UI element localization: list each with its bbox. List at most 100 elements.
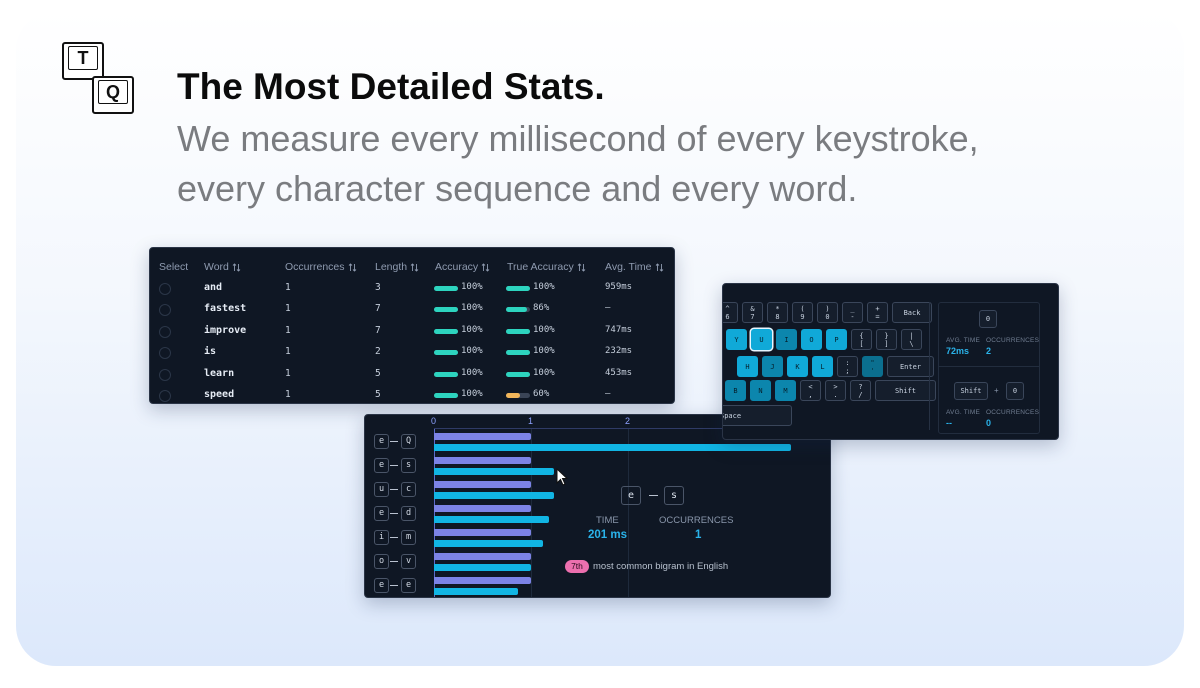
word: improve [204,324,247,336]
detail-label: OCCURRENCES [986,409,1040,416]
key-label: N [758,386,763,395]
key-top: * [775,304,780,313]
sort-icon[interactable] [577,263,586,272]
key-label: Back [903,308,921,317]
key: | \ [901,329,922,350]
bar [434,588,519,595]
detail-label: AVG. TIME [946,409,981,416]
bigram-key: e [374,434,389,449]
key-top: > [833,382,838,391]
rank-text: most common bigram in English [593,561,729,572]
accuracy-label: 100% [533,324,555,335]
bigram-key: u [374,482,389,497]
accuracy-label: 100% [461,346,483,357]
select-circle[interactable] [159,304,171,317]
accuracy-bar [434,393,458,398]
key-label: 0 [1012,387,1018,395]
popup-label: TIME [596,515,619,526]
sort-icon[interactable] [655,263,664,272]
column-header: Occurrences [285,261,357,273]
key: ? / [850,380,871,401]
length: 5 [375,367,381,379]
key-top: < [808,382,813,391]
column-header: Avg. Time [605,261,664,273]
key-top: : [845,358,850,367]
sort-icon[interactable] [410,263,419,272]
key: * 8 [767,302,788,323]
length: 2 [375,346,381,358]
select-circle[interactable] [159,390,171,402]
key-label: M [783,386,788,395]
key-bottom: . [833,390,838,399]
key-label: Shift [894,386,917,395]
accuracy-label: 100% [533,346,555,357]
bigram-key: Q [401,434,416,449]
key-top: ( [800,304,805,313]
bigram-key: e [621,486,641,505]
accuracy-label: 100% [533,367,555,378]
select-circle[interactable] [159,347,171,360]
mouse-cursor [556,468,569,486]
column-header: Accuracy [435,261,490,273]
select-circle[interactable] [159,325,171,338]
arrow [390,585,398,586]
key-bottom: 0 [825,312,830,321]
sort-icon[interactable] [348,263,357,272]
avg-time: 747ms [605,324,633,335]
bar [434,577,531,584]
bigram-key: i [374,530,389,545]
bar [434,433,531,440]
key: B [725,380,746,401]
select-circle[interactable] [159,283,171,295]
key-label: I [784,335,789,344]
accuracy-bar [506,350,530,356]
joiner: + [994,386,999,395]
sort-icon[interactable] [232,263,241,272]
key-bottom: 7 [750,312,755,321]
bar [434,553,531,560]
detail-label: OCCURRENCES [986,337,1040,344]
key-bottom: - [850,312,855,321]
select-circle[interactable] [159,368,171,381]
key-label: P [834,335,839,344]
detail-label: AVG. TIME [946,337,981,344]
length: 3 [375,282,381,293]
length: 7 [375,324,381,336]
key: M [775,380,796,401]
occurrences: 1 [285,282,291,293]
bigram-key: s [664,486,684,505]
grid-line [531,428,532,597]
sort-icon[interactable] [481,263,490,272]
column-header: True Accuracy [507,261,586,273]
accuracy-bar [506,286,530,291]
bar [434,564,531,571]
key: }] [876,329,897,350]
accuracy-bar [434,350,458,356]
popup-value: 1 [695,529,702,541]
column-header: Word [204,261,241,273]
key-top: ? [858,382,863,391]
bigram-key: e [374,458,389,473]
accuracy-bar [506,393,521,398]
key-label: B [733,386,738,395]
key-top: " [870,358,875,367]
accuracy-label: 86% [533,303,550,314]
key: P [826,329,847,350]
bigram-key: e [374,506,389,521]
key-label: O [809,335,814,344]
bigram-key: v [401,554,416,569]
accuracy-label: 100% [461,324,483,335]
bar [434,529,531,536]
key: Space [723,405,792,426]
occurrences: 1 [285,303,291,315]
occurrences: 1 [285,389,291,400]
key: H [737,356,758,377]
key: U [751,329,772,350]
key-top: ) [825,304,830,313]
key: _ - [842,302,863,323]
accuracy-label: 100% [461,367,483,378]
key-top: ^ [725,304,730,313]
key-top: } [884,331,889,340]
occurrences: 1 [285,324,291,336]
